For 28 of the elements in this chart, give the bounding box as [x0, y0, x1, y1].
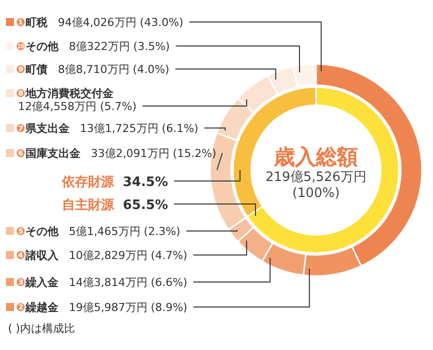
- data-label: 8億8,710万円 (4.0%): [58, 63, 170, 76]
- data-label: 8億322万円 (3.5%): [68, 40, 170, 53]
- data-label: 13億1,725万円 (6.1%): [80, 122, 198, 135]
- text: ( )内は構成比: [8, 322, 76, 335]
- legend-label: ❸繰入金: [16, 276, 58, 289]
- data-label: 19億5,987万円 (8.9%): [68, 301, 188, 314]
- data-label: 65.5%: [122, 198, 168, 213]
- legend-label: ❶町税: [16, 16, 48, 29]
- legend-label: ❽地方消費税交付金: [16, 87, 114, 100]
- data-label: 94億4,026万円 (43.0%): [58, 16, 184, 29]
- data-label: 14億3,814万円 (6.6%): [68, 276, 188, 289]
- text: (100%): [291, 186, 341, 202]
- data-label: 10億2,829万円 (4.7%): [68, 249, 188, 262]
- data-label: 5億1,465万円 (2.3%): [68, 225, 180, 238]
- legend-label: ❷繰越金: [16, 301, 58, 314]
- text: 歳入総額: [272, 144, 359, 170]
- legend-label: ❿その他: [16, 40, 58, 53]
- data-label: 12億4,558万円 (5.7%): [17, 100, 137, 113]
- legend-label: ❾町債: [16, 63, 48, 76]
- text: 219億5,526万円: [264, 170, 368, 186]
- slice-label: 依存財源: [62, 175, 114, 190]
- legend-label: ❺その他: [16, 225, 58, 238]
- legend-label: ❹諸収入: [16, 249, 58, 262]
- data-label: 34.5%: [122, 175, 168, 190]
- legend-label: ❻国庫支出金: [16, 147, 80, 160]
- legend-label: ❼県支出金: [16, 122, 70, 135]
- data-label: 33億2,091万円 (15.2%): [90, 147, 216, 160]
- slice-label: 自主財源: [62, 198, 114, 213]
